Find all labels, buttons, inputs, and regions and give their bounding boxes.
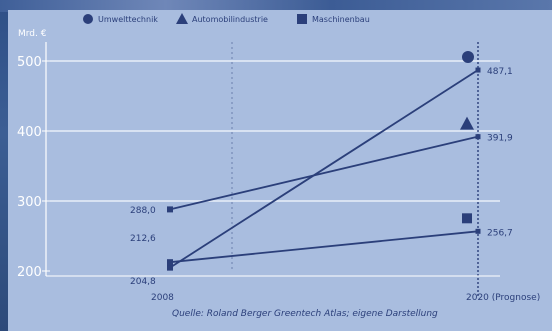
y-tick-label-300: 300 [17, 195, 42, 210]
data-labels: 204,8 487,1 288,0 391,9 212,6 256,7 [130, 67, 513, 287]
legend-triangle-icon [176, 13, 188, 24]
grid [45, 42, 500, 296]
data-label-2020-umwelttechnik: 487,1 [487, 67, 513, 77]
x-tick-label-2008: 2008 [151, 293, 174, 303]
data-label-2020-automobilindustrie: 391,9 [487, 134, 513, 144]
chart-panel [8, 10, 552, 331]
data-label-2008-automobilindustrie: 288,0 [130, 206, 156, 216]
point-end-maschinenbau [475, 228, 481, 234]
y-axis-unit-label: Mrd. € [18, 29, 47, 39]
y-tick-label-200: 200 [17, 265, 42, 280]
point-start-automobilindustrie [167, 206, 173, 213]
point-end-umwelttechnik [475, 67, 481, 73]
point-start-umwelttechnik [167, 264, 173, 271]
x-tick-label-2020: 2020 (Prognose) [466, 293, 540, 303]
legend: Umwelttechnik Automobilindustrie Maschinen… [83, 13, 370, 24]
data-label-2008-maschinenbau: 212,6 [130, 234, 156, 244]
legend-label-maschinenbau: Maschinenbau [312, 15, 370, 24]
marker-triangle-icon [460, 116, 474, 130]
data-label-2020-maschinenbau: 256,7 [487, 228, 513, 238]
series-line-automobilindustrie [169, 135, 479, 211]
point-end-automobilindustrie [475, 134, 481, 140]
series-line-umwelttechnik [169, 69, 479, 269]
point-start-maschinenbau [167, 259, 173, 266]
legend-label-automobilindustrie: Automobilindustrie [192, 15, 268, 24]
y-tick-label-500: 500 [17, 55, 42, 70]
background-top-strip [0, 0, 552, 12]
y-tick-label-400: 400 [17, 125, 42, 140]
legend-label-umwelttechnik: Umwelttechnik [98, 15, 158, 24]
series-line-maschinenbau [169, 230, 479, 264]
data-label-2008-umwelttechnik: 204,8 [130, 277, 156, 287]
legend-square-icon [297, 14, 307, 24]
marker-square-icon [462, 213, 472, 224]
marker-circle-icon [462, 51, 474, 64]
background-left-strip [0, 0, 8, 331]
legend-circle-icon [83, 14, 93, 24]
x-axis-ticks: 2008 2020 (Prognose) [151, 293, 540, 303]
y-axis-ticks: 500 400 300 200 [17, 55, 50, 280]
series-markers [167, 51, 481, 271]
source-note: Quelle: Roland Berger Greentech Atlas; e… [172, 309, 438, 319]
series-lines [169, 69, 479, 269]
